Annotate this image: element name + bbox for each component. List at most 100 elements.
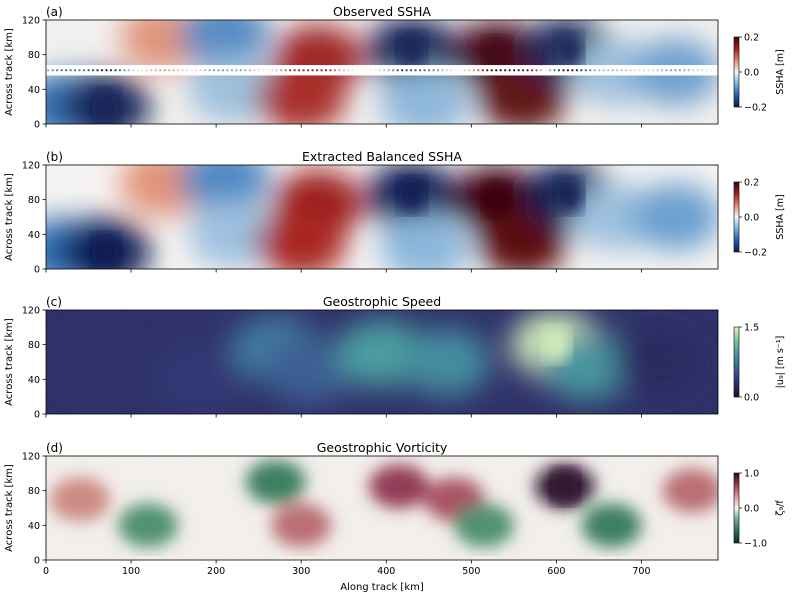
colorbar-tick-label: 0.0	[744, 393, 759, 404]
nadir-point	[669, 69, 673, 72]
nadir-point	[212, 69, 216, 72]
panel-title: Observed SSHA	[333, 4, 431, 19]
nadir-point	[248, 69, 251, 72]
heatmap-feature	[477, 209, 568, 269]
heatmap-feature	[264, 336, 355, 405]
nadir-point	[96, 69, 99, 72]
nadir-point	[401, 69, 404, 72]
nadir-point	[651, 69, 655, 72]
nadir-point	[584, 69, 587, 72]
panel-label: (b)	[46, 150, 63, 164]
nadir-point	[168, 69, 171, 72]
nadir-point	[616, 69, 619, 72]
colorbar-tick-label: 0.0	[744, 504, 759, 515]
nadir-point	[374, 69, 377, 72]
nadir-point	[347, 69, 350, 72]
nadir-point	[607, 69, 610, 72]
nadir-point	[504, 69, 507, 72]
nadir-point	[647, 69, 650, 72]
nadir-point	[311, 69, 314, 72]
nadir-point	[56, 69, 59, 72]
nadir-point	[571, 69, 574, 72]
nadir-point	[253, 69, 256, 72]
colorbar-label: |u₉| [m s⁻¹]	[775, 336, 786, 389]
colorbar	[733, 36, 740, 108]
y-tick-label: 40	[28, 85, 40, 96]
nadir-point	[418, 69, 422, 72]
nadir-point	[580, 69, 583, 72]
panel-c: (c) Geostrophic Speed 0 40 80 120 Across tr…	[4, 294, 786, 421]
nadir-point	[141, 69, 144, 72]
y-tick-label: 0	[34, 556, 40, 567]
y-axis-label: Across track [km]	[4, 28, 15, 116]
plot-frame	[45, 309, 719, 415]
heatmap-core	[482, 181, 511, 218]
panel-title: Extracted Balanced SSHA	[302, 149, 462, 164]
nadir-point	[298, 69, 301, 72]
nadir-point	[338, 69, 341, 72]
nadir-point	[696, 69, 699, 72]
nadir-point	[65, 69, 68, 72]
nadir-point	[163, 69, 166, 72]
nadir-point	[463, 69, 466, 72]
nadir-point	[499, 69, 502, 72]
nadir-point	[293, 69, 296, 72]
nadir-point	[221, 69, 225, 72]
x-tick-label: 200	[207, 566, 225, 577]
y-tick-label: 0	[34, 120, 40, 131]
nadir-point	[360, 69, 363, 72]
nadir-point	[136, 69, 139, 72]
colorbar-tick-label: −0.2	[744, 248, 767, 259]
nadir-point	[625, 69, 628, 72]
nadir-point	[257, 69, 260, 72]
nadir-point	[280, 69, 283, 72]
nadir-point	[351, 69, 354, 72]
nadir-point	[154, 69, 157, 72]
nadir-point	[302, 69, 305, 72]
nadir-point	[87, 69, 90, 72]
nadir-point	[275, 69, 278, 72]
nadir-point	[271, 69, 274, 72]
colorbar-label: ζ₉/f	[775, 500, 786, 516]
colorbar-tick-label: 1.0	[744, 469, 759, 480]
nadir-point	[387, 69, 390, 72]
plot-frame	[45, 164, 719, 270]
nadir-point	[620, 69, 623, 72]
heatmap-noise	[46, 456, 718, 560]
nadir-point	[329, 69, 332, 72]
nadir-point	[266, 69, 269, 72]
nadir-point	[177, 69, 180, 72]
nadir-point	[235, 69, 238, 72]
nadir-point	[513, 69, 516, 72]
nadir-point	[181, 69, 184, 72]
nadir-point	[714, 69, 717, 72]
nadir-point	[226, 69, 229, 72]
nadir-point	[526, 69, 529, 72]
nadir-point	[414, 69, 417, 72]
y-tick-label: 40	[28, 375, 40, 386]
colorbar-tick-label: −0.2	[744, 103, 767, 114]
nadir-point	[333, 69, 337, 72]
nadir-point	[522, 69, 525, 72]
nadir-point	[105, 69, 108, 72]
nadir-point	[486, 69, 489, 72]
nadir-point	[481, 69, 484, 72]
nadir-point	[660, 69, 664, 72]
nadir-point	[629, 69, 632, 72]
nadir-point	[262, 69, 265, 72]
plot-frame	[45, 455, 719, 561]
colorbar	[733, 472, 740, 544]
heatmap-core	[555, 177, 584, 214]
nadir-point	[562, 69, 565, 72]
nadir-point	[553, 69, 556, 72]
heatmap-field	[46, 165, 718, 269]
nadir-point	[508, 69, 511, 72]
heatmap-core	[91, 233, 120, 269]
nadir-point	[535, 69, 538, 72]
y-tick-label: 80	[28, 195, 40, 206]
x-tick-label: 100	[122, 566, 140, 577]
nadir-point	[109, 69, 113, 72]
x-tick-label: 0	[43, 566, 49, 577]
heatmap-field	[46, 310, 718, 414]
heatmap-feature	[379, 213, 470, 269]
